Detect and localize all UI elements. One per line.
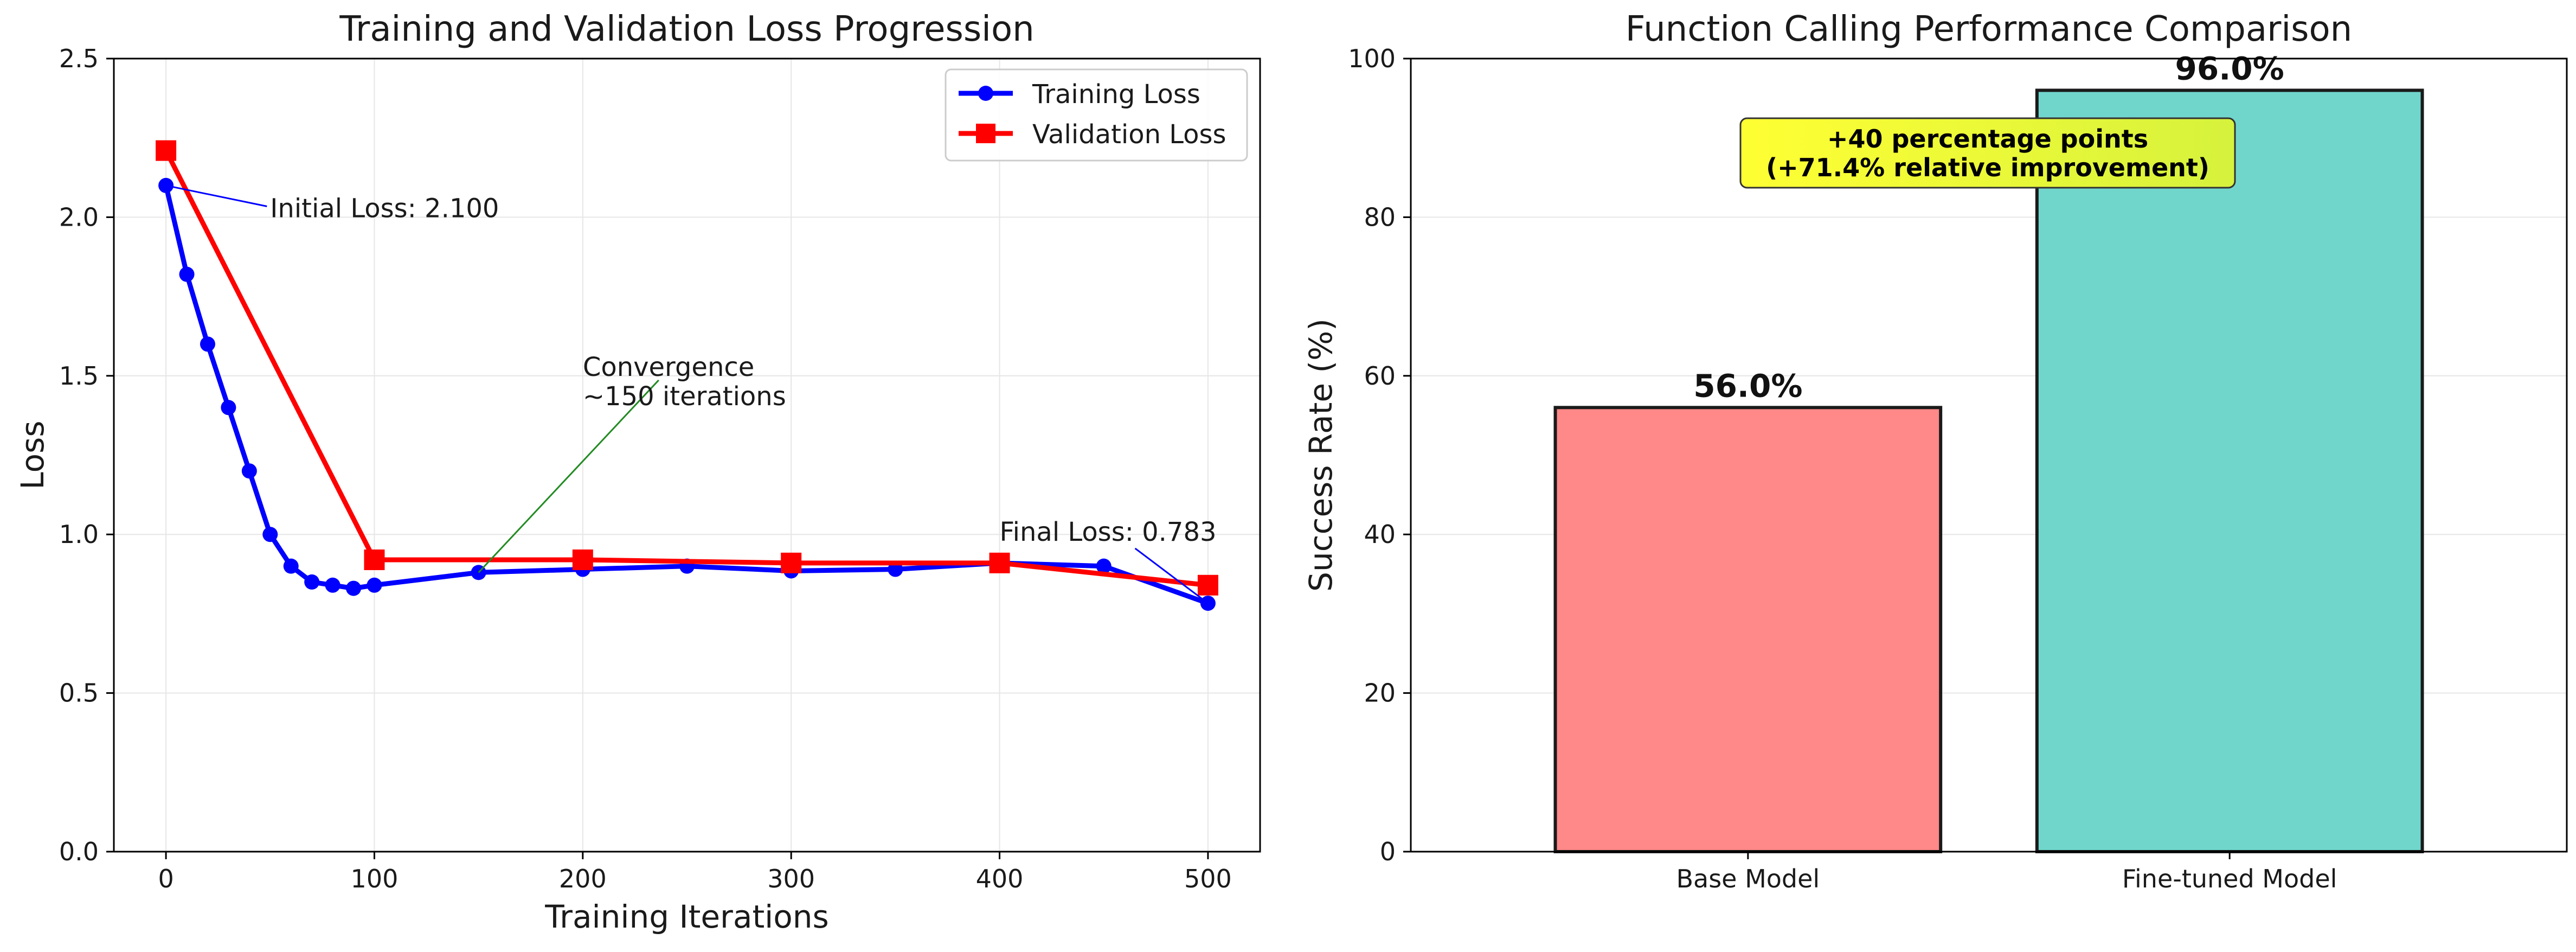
category-label: Fine-tuned Model [2122,864,2337,893]
legend-training-marker [978,86,993,101]
annotation-text: Initial Loss: 2.100 [270,193,499,223]
annotation-text: Convergence [583,352,754,382]
validation-loss-point [781,552,802,573]
annotation-text: Final Loss: 0.783 [1000,517,1217,547]
x-tick-label: 0 [158,864,174,893]
performance-chart-y-label: Success Rate (%) [1302,318,1339,592]
loss-chart-gridlines [114,58,1260,852]
training-loss-point [283,558,299,574]
category-label: Base Model [1676,864,1820,893]
bar-fine-tuned-model [2035,88,2424,854]
performance-chart-bars: 56.0% 96.0% [1553,50,2424,854]
y-tick-label: 0.0 [59,837,99,866]
training-loss-point [325,577,341,593]
performance-chart: Function Calling Performance Comparison … [1302,9,2568,893]
training-loss-point [262,527,278,542]
x-tick-label: 500 [1184,864,1232,893]
improvement-callout-line-1: +40 percentage points [1827,124,2148,154]
loss-chart-series [156,140,1218,611]
performance-chart-plot-area [1410,57,2568,853]
training-loss-point [304,574,320,590]
bar-base-model [1553,406,1943,853]
x-tick-label: 300 [767,864,815,893]
validation-loss-point [989,552,1010,573]
y-tick-label: 1.0 [59,520,99,549]
improvement-callout-box [1739,117,2236,189]
y-tick-label: 0.5 [59,679,99,708]
y-tick-label: 20 [1364,679,1396,708]
improvement-callout-line-2: (+71.4% relative improvement) [1766,153,2209,182]
loss-chart-plot-area [113,57,1261,853]
training-loss-point [1096,558,1112,574]
loss-chart-title: Training and Validation Loss Progression [339,9,1034,49]
validation-loss-point [1197,574,1218,596]
legend-training-label: Training Loss [1032,79,1200,110]
y-tick-label: 2.5 [59,44,99,73]
performance-chart-axes: 0 20 40 60 80 100 Base Model Fine-tuned Model [1348,44,2337,893]
x-tick-label: 200 [559,864,607,893]
legend-validation-label: Validation Loss [1032,119,1226,150]
training-loss-point [221,400,236,416]
legend-frame [945,68,1248,162]
validation-loss-point [156,140,177,161]
training-loss-point [179,266,195,282]
bar-value-label: 56.0% [1693,367,1802,404]
training-loss-point [346,580,362,596]
series-line-1 [164,149,1209,588]
training-loss-point [241,463,257,479]
loss-chart: Training and Validation Loss Progression… [14,9,1261,935]
y-tick-label: 60 [1364,361,1396,391]
training-loss-point [888,561,903,577]
annotation-arrow [1134,547,1209,604]
loss-chart-y-label: Loss [14,420,51,489]
x-tick-label: 400 [976,864,1024,893]
y-tick-label: 2.0 [59,202,99,232]
loss-chart-axes: 0 100 200 300 400 500 0.0 0.5 1.0 1.5 2.0 2.5 [59,44,1232,893]
improvement-callout: +40 percentage points (+71.4% relative i… [1739,117,2236,189]
y-tick-label: 0 [1380,837,1396,866]
validation-loss-point [572,549,593,570]
training-loss-point [367,577,382,593]
y-tick-label: 1.5 [59,361,99,391]
training-loss-point [200,336,215,352]
bar-value-label: 96.0% [2175,50,2284,87]
y-tick-label: 40 [1364,520,1396,549]
x-tick-label: 100 [351,864,399,893]
legend-validation-marker [976,124,995,143]
performance-chart-title: Function Calling Performance Comparison [1626,9,2352,49]
loss-chart-legend: Training Loss Validation Loss [945,68,1248,162]
annotation-arrow [478,379,659,573]
loss-chart-x-label: Training Iterations [544,898,829,935]
loss-chart-annotations: Initial Loss: 2.100 Convergence~150 itera… [165,184,1217,604]
y-tick-label: 100 [1348,44,1396,73]
validation-loss-point [364,549,385,570]
y-tick-label: 80 [1364,202,1396,232]
annotation-arrow [165,184,267,207]
annotation-text: ~150 iterations [583,381,786,412]
